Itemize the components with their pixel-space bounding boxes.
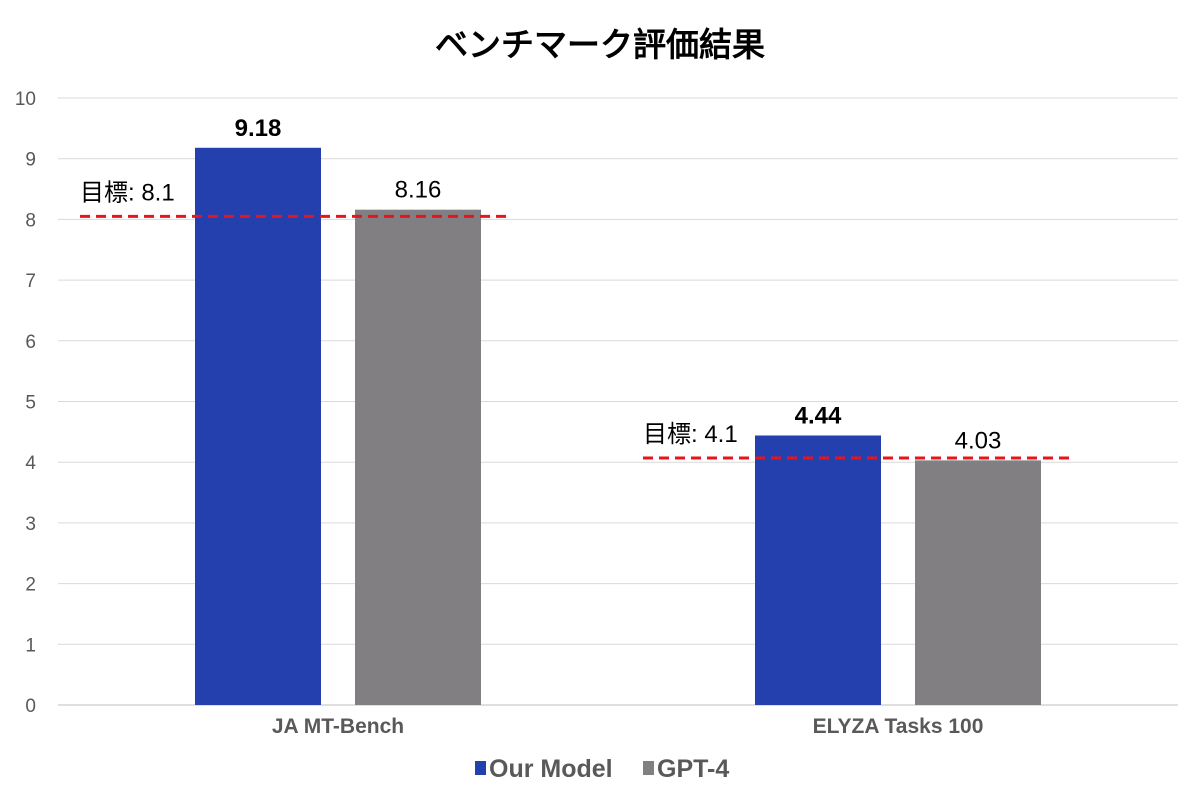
legend-swatch: [475, 761, 486, 775]
data-label: 9.18: [235, 115, 282, 142]
legend-swatch: [643, 761, 654, 775]
legend-label: GPT-4: [657, 755, 729, 783]
data-label: 8.16: [395, 177, 442, 204]
y-tick-label: 0: [25, 696, 36, 717]
y-tick-label: 7: [25, 271, 36, 292]
target-label: 目標: 4.1: [643, 421, 738, 448]
bar-our-model-1: [755, 435, 881, 705]
chart-title: ベンチマーク評価結果: [435, 26, 765, 63]
y-tick-label: 6: [25, 332, 36, 353]
data-label: 4.03: [955, 427, 1002, 454]
y-tick-label: 2: [25, 575, 36, 596]
y-tick-label: 8: [25, 210, 36, 231]
bar-gpt-4-1: [915, 460, 1041, 705]
y-tick-label: 4: [25, 453, 36, 474]
y-tick-label: 1: [25, 635, 36, 656]
y-tick-label: 10: [15, 89, 36, 110]
y-tick-label: 3: [25, 514, 36, 535]
y-tick-label: 9: [25, 150, 36, 171]
data-label: 4.44: [795, 402, 842, 429]
x-category-label: JA MT-Bench: [272, 715, 404, 738]
bar-our-model-0: [195, 147, 321, 706]
y-tick-label: 5: [25, 393, 36, 414]
legend-label: Our Model: [489, 755, 613, 783]
bar-gpt-4-0: [355, 209, 481, 706]
target-label: 目標: 8.1: [80, 179, 175, 206]
x-category-label: ELYZA Tasks 100: [813, 715, 984, 738]
